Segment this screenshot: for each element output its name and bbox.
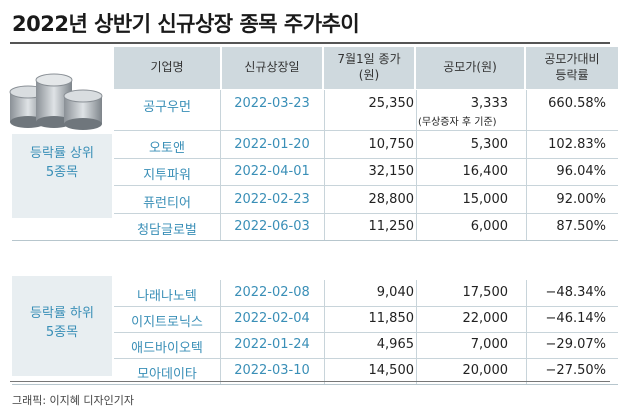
ipo-price: 5,300 bbox=[470, 136, 508, 152]
listing-date: 2022-02-04 bbox=[234, 311, 310, 326]
change-rate: 660.58% bbox=[548, 96, 606, 111]
header-listing-date: 신규상장일 bbox=[222, 47, 322, 89]
group-band-bottom bbox=[12, 276, 112, 376]
listing-date: 2022-01-24 bbox=[234, 337, 310, 352]
change-rate: −46.14% bbox=[545, 311, 606, 326]
ipo-price: 16,400 bbox=[462, 163, 509, 179]
ipo-price-note: (무상증자 후 기준) bbox=[418, 117, 497, 128]
row-divider bbox=[114, 185, 618, 186]
close-price: 11,250 bbox=[368, 218, 415, 234]
company-name: 청담글로벌 bbox=[137, 222, 197, 238]
column-divider bbox=[416, 90, 417, 240]
listing-date: 2022-06-03 bbox=[234, 218, 310, 234]
column-divider bbox=[526, 90, 527, 240]
header-close-price: 7월1일 종가 (원) bbox=[324, 47, 414, 89]
change-rate: −29.07% bbox=[545, 337, 606, 352]
listing-date: 2022-03-10 bbox=[234, 363, 310, 378]
ipo-price: 20,000 bbox=[462, 363, 509, 378]
close-price: 28,800 bbox=[368, 191, 415, 207]
change-rate: 96.04% bbox=[556, 163, 606, 179]
row-divider bbox=[114, 130, 618, 131]
title-rule bbox=[10, 42, 610, 44]
column-divider bbox=[324, 90, 325, 240]
change-rate: −48.34% bbox=[545, 285, 606, 300]
company-name: 지투파워 bbox=[143, 167, 191, 183]
company-name: 퓨런티어 bbox=[143, 195, 191, 211]
close-price: 14,500 bbox=[368, 363, 415, 378]
group-label-top-line1: 등락률 상위 bbox=[30, 146, 94, 161]
close-price: 32,150 bbox=[368, 163, 415, 179]
ipo-price: 6,000 bbox=[470, 218, 508, 234]
company-name: 애드바이오텍 bbox=[131, 341, 203, 356]
group-bottom-rule bbox=[12, 384, 618, 385]
ipo-price: 15,000 bbox=[462, 191, 509, 207]
listing-date: 2022-03-23 bbox=[234, 96, 310, 111]
change-rate: 92.00% bbox=[556, 191, 606, 207]
company-name: 공구우먼 bbox=[143, 100, 191, 115]
close-price: 11,850 bbox=[368, 311, 415, 326]
group-band-top bbox=[12, 134, 112, 218]
column-divider bbox=[220, 280, 221, 384]
change-rate: −27.50% bbox=[545, 363, 606, 378]
row-divider bbox=[114, 332, 618, 333]
column-divider bbox=[416, 280, 417, 384]
group-bottom-rule bbox=[12, 240, 618, 241]
table-header: 기업명 신규상장일 7월1일 종가 (원) 공모가(원) 공모가대비 등락률 bbox=[114, 47, 618, 89]
group-label-top-line2: 5종목 bbox=[45, 164, 79, 180]
listing-date: 2022-02-08 bbox=[234, 285, 310, 300]
group-label-top: 등락률 상위 5종목 bbox=[12, 145, 112, 183]
bottom-rule bbox=[10, 381, 610, 382]
header-change-rate: 공모가대비 등락률 bbox=[526, 47, 618, 89]
change-rate: 102.83% bbox=[548, 136, 606, 152]
ipo-price: 22,000 bbox=[462, 311, 509, 326]
coin-stack-icon bbox=[9, 73, 103, 130]
row-divider bbox=[114, 358, 618, 359]
row-divider bbox=[114, 306, 618, 307]
row-divider bbox=[114, 158, 618, 159]
ipo-price: 7,000 bbox=[470, 337, 508, 352]
close-price: 4,965 bbox=[376, 337, 414, 352]
page-title: 2022년 상반기 신규상장 종목 주가추이 bbox=[12, 12, 360, 36]
listing-date: 2022-01-20 bbox=[234, 136, 310, 152]
group-label-bottom-line1: 등락률 하위 bbox=[30, 306, 94, 321]
column-divider bbox=[220, 90, 221, 240]
company-name: 오토앤 bbox=[149, 140, 185, 156]
listing-date: 2022-04-01 bbox=[234, 163, 310, 179]
company-name: 이지트로닉스 bbox=[131, 315, 203, 330]
company-name: 모아데이타 bbox=[137, 367, 197, 382]
ipo-price: 3,333 bbox=[470, 96, 508, 111]
ipo-price: 17,500 bbox=[462, 285, 509, 300]
close-price: 9,040 bbox=[376, 285, 414, 300]
column-divider bbox=[526, 280, 527, 384]
header-ipo-price: 공모가(원) bbox=[416, 47, 524, 89]
row-divider bbox=[114, 213, 618, 214]
credit-footer: 그래픽: 이지혜 디자인기자 bbox=[12, 394, 135, 407]
company-name: 나래나노텍 bbox=[137, 289, 197, 304]
close-price: 25,350 bbox=[368, 96, 415, 111]
group-label-bottom-line2: 5종목 bbox=[45, 324, 79, 340]
listing-date: 2022-02-23 bbox=[234, 191, 310, 207]
header-company: 기업명 bbox=[114, 47, 220, 89]
column-divider bbox=[324, 280, 325, 384]
close-price: 10,750 bbox=[368, 136, 415, 152]
group-label-bottom: 등락률 하위 5종목 bbox=[12, 305, 112, 343]
change-rate: 87.50% bbox=[556, 218, 606, 234]
